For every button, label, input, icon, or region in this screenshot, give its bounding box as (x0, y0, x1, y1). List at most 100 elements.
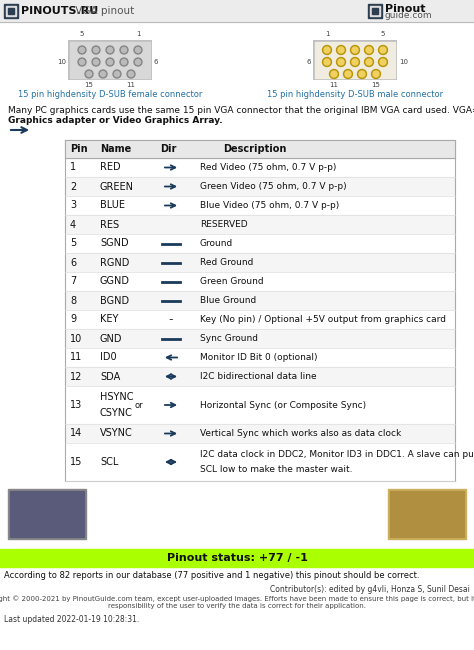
Text: Key (No pin) / Optional +5V output from graphics card: Key (No pin) / Optional +5V output from … (200, 315, 446, 324)
Circle shape (350, 46, 359, 55)
Bar (370, 6, 380, 16)
Circle shape (106, 46, 114, 54)
Bar (65, 272, 455, 291)
Text: 10: 10 (399, 59, 408, 65)
Text: 6: 6 (154, 59, 158, 65)
Circle shape (80, 60, 84, 64)
Circle shape (324, 47, 330, 53)
Text: Contributor(s): edited by g4vli, Honza S, Sunil Desai: Contributor(s): edited by g4vli, Honza S… (270, 585, 470, 594)
Text: 2: 2 (70, 181, 76, 192)
Circle shape (127, 70, 135, 78)
Text: 10: 10 (57, 59, 66, 65)
Text: GGND: GGND (100, 276, 130, 287)
Text: Blue Ground: Blue Ground (200, 296, 256, 305)
Bar (65, 386, 455, 424)
Text: Red Video (75 ohm, 0.7 V p-p): Red Video (75 ohm, 0.7 V p-p) (200, 163, 337, 172)
Text: 6: 6 (70, 257, 76, 268)
Text: RGND: RGND (100, 257, 129, 268)
Text: 10: 10 (70, 333, 82, 343)
Bar (8, 489, 86, 539)
Circle shape (322, 57, 331, 66)
Text: guide.com: guide.com (385, 12, 433, 21)
Circle shape (99, 70, 107, 78)
Text: 8: 8 (70, 296, 76, 306)
Text: 1: 1 (136, 31, 140, 37)
Circle shape (366, 47, 372, 53)
Text: 1: 1 (325, 31, 329, 37)
Text: 1: 1 (70, 162, 76, 172)
Text: Pinout status: +77 / -1: Pinout status: +77 / -1 (166, 553, 308, 563)
Circle shape (78, 58, 86, 66)
Bar (65, 348, 455, 367)
Bar (65, 310, 455, 329)
Bar (0, 549, 474, 567)
Circle shape (80, 47, 84, 53)
Bar (315, 42, 395, 78)
Circle shape (106, 58, 114, 66)
Bar (65, 253, 455, 272)
Circle shape (379, 46, 388, 55)
Bar (390, 491, 464, 537)
Circle shape (128, 72, 134, 77)
Bar (65, 443, 455, 481)
Bar (65, 291, 455, 310)
Text: Ground: Ground (200, 239, 233, 248)
Circle shape (372, 70, 381, 79)
Text: Vertical Sync which works also as data clock: Vertical Sync which works also as data c… (200, 429, 401, 438)
Text: RESERVED: RESERVED (200, 220, 247, 229)
Bar (313, 40, 397, 80)
Bar (388, 489, 466, 539)
Circle shape (365, 46, 374, 55)
Circle shape (380, 47, 386, 53)
Circle shape (338, 59, 344, 65)
Text: I2C data clock in DDC2, Monitor ID3 in DDC1. A slave can pull: I2C data clock in DDC2, Monitor ID3 in D… (200, 450, 474, 459)
Circle shape (380, 59, 386, 65)
Text: 15 pin highdensity D-SUB female connector: 15 pin highdensity D-SUB female connecto… (18, 90, 202, 99)
Text: 7: 7 (70, 276, 76, 287)
Bar (10, 491, 84, 537)
Bar (6, 6, 16, 16)
Circle shape (120, 58, 128, 66)
Text: GND: GND (100, 333, 122, 343)
Text: SGND: SGND (100, 239, 128, 248)
Text: 5: 5 (80, 31, 84, 37)
Bar (70, 42, 150, 78)
Circle shape (92, 58, 100, 66)
Text: Red Ground: Red Ground (200, 258, 254, 267)
Bar (65, 196, 455, 215)
Bar (8, 8, 14, 14)
Text: 9: 9 (70, 315, 76, 324)
Circle shape (324, 59, 330, 65)
Circle shape (331, 71, 337, 77)
Circle shape (352, 59, 358, 65)
Circle shape (136, 47, 140, 53)
Circle shape (134, 46, 142, 54)
Text: I2C bidirectional data line: I2C bidirectional data line (200, 372, 317, 381)
Bar (65, 424, 455, 443)
Bar (65, 234, 455, 253)
Text: Copyright © 2000-2021 by PinoutGuide.com team, except user-uploaded images. Effo: Copyright © 2000-2021 by PinoutGuide.com… (0, 595, 474, 608)
Text: GREEN: GREEN (100, 181, 134, 192)
Bar (0, 0, 474, 22)
Text: 14: 14 (70, 428, 82, 439)
Circle shape (350, 57, 359, 66)
Text: 15 pin highdensity D-SUB male connector: 15 pin highdensity D-SUB male connector (267, 90, 443, 99)
Circle shape (373, 71, 379, 77)
Circle shape (120, 46, 128, 54)
Circle shape (338, 47, 344, 53)
Text: Last updated 2022-01-19 10:28:31.: Last updated 2022-01-19 10:28:31. (4, 615, 139, 624)
Circle shape (78, 46, 86, 54)
Text: BGND: BGND (100, 296, 129, 306)
Text: Graphics adapter or Video Graphics Array.: Graphics adapter or Video Graphics Array… (8, 116, 223, 125)
Text: Blue Video (75 ohm, 0.7 V p-p): Blue Video (75 ohm, 0.7 V p-p) (200, 201, 339, 210)
Text: 11: 11 (127, 82, 136, 88)
Bar (65, 367, 455, 386)
Circle shape (100, 72, 106, 77)
Text: VGA pinout: VGA pinout (72, 6, 134, 16)
Text: Name: Name (100, 144, 131, 154)
Text: 11: 11 (329, 82, 338, 88)
Text: HSYNC: HSYNC (100, 393, 134, 402)
Text: Description: Description (223, 144, 287, 154)
Text: or: or (135, 400, 144, 410)
Circle shape (85, 70, 93, 78)
